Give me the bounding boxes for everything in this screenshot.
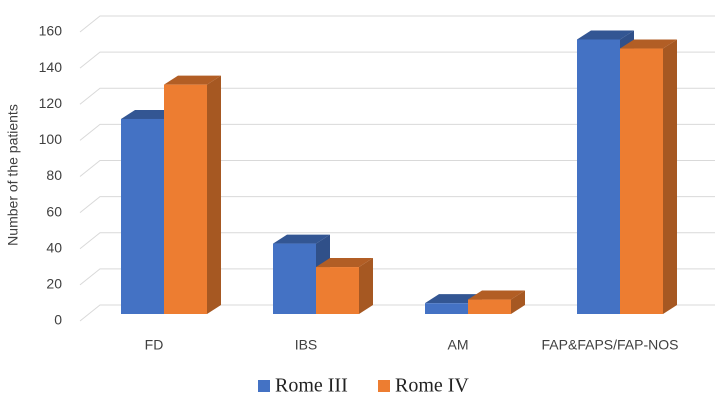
legend-text: Rome IV — [395, 375, 469, 397]
bar-side — [359, 258, 373, 314]
x-tick-label: FAP&FAPS/FAP-NOS — [542, 337, 679, 353]
bar-front — [121, 118, 164, 315]
bar-top — [164, 75, 221, 85]
bar-top — [273, 234, 330, 244]
bar — [620, 39, 677, 314]
legend-swatch — [258, 380, 270, 392]
grid-line — [79, 232, 715, 250]
y-tick-label: 60 — [46, 203, 62, 219]
y-tick-label: 160 — [39, 23, 63, 39]
bar-front — [620, 48, 663, 314]
bar-top — [316, 258, 373, 268]
x-tick-label: AM — [448, 337, 469, 353]
bar-front — [425, 303, 468, 314]
bar — [316, 258, 373, 314]
bar-top — [121, 109, 178, 119]
legend-text: Rome III — [275, 375, 348, 397]
y-tick-label: 40 — [46, 239, 62, 255]
x-tick-label: IBS — [295, 337, 318, 353]
grid-line — [79, 123, 715, 141]
bar-front — [468, 299, 511, 314]
grid-line — [79, 196, 715, 214]
bar-top — [468, 290, 525, 300]
y-tick-label: 100 — [39, 131, 63, 147]
legend-swatch — [378, 380, 390, 392]
bar — [468, 290, 525, 314]
y-tick-label: 140 — [39, 59, 63, 75]
y-tick-label: 80 — [46, 167, 62, 183]
bar — [164, 75, 221, 314]
grid-line — [79, 15, 715, 33]
grid-line — [79, 87, 715, 105]
y-tick-label: 120 — [39, 95, 63, 111]
bar-top — [577, 30, 634, 40]
y-tick-label: 0 — [54, 312, 62, 328]
x-tick-label: FD — [145, 337, 164, 353]
bar-side — [207, 75, 221, 314]
bar-top — [425, 294, 482, 304]
y-axis-title: Number of the patients — [5, 104, 21, 246]
bar-side — [663, 39, 677, 314]
y-tick-label: 20 — [46, 276, 62, 292]
bar-side — [511, 290, 525, 314]
bar-front — [316, 267, 359, 314]
grid-line — [79, 51, 715, 69]
bar-top — [620, 39, 677, 49]
bar-front — [577, 39, 620, 314]
grid-line — [79, 268, 715, 286]
grid-line — [79, 160, 715, 177]
bar-front — [273, 243, 316, 314]
bar-front — [164, 84, 207, 314]
